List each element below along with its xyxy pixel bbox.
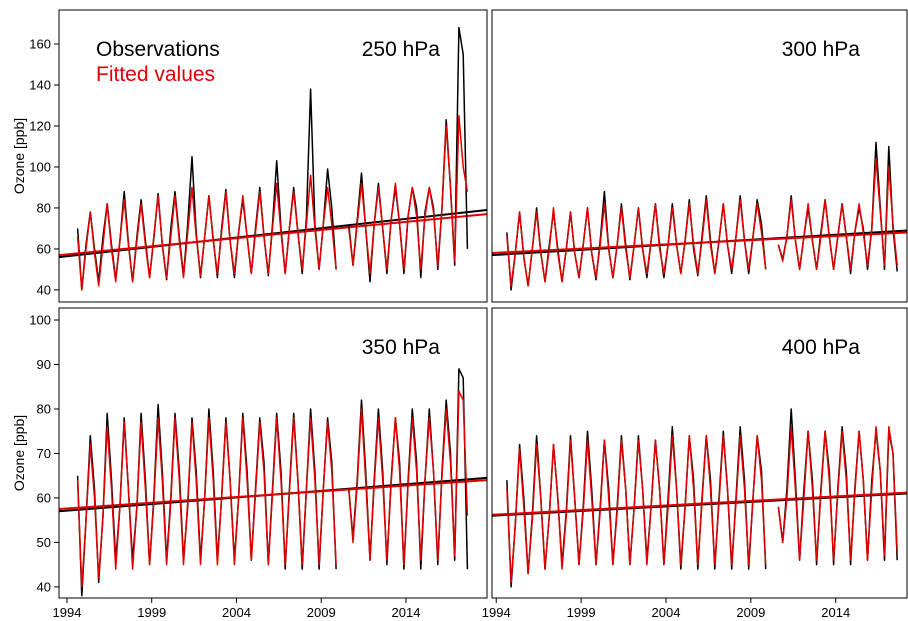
panel-title: 350 hPa bbox=[362, 336, 441, 359]
panel: 40 50 60 70 80 90 100 1994 1999 2004 2009 2014 Ozone… bbox=[11, 307, 488, 620]
panel: 40 60 80 100 120 140 160 Ozone [ppb] 250 hPa Obse… bbox=[11, 9, 488, 303]
panel-title: 400 hPa bbox=[782, 336, 861, 359]
panel-title: 250 hPa bbox=[362, 38, 441, 61]
series-line bbox=[506, 158, 898, 287]
panel-frame bbox=[491, 307, 908, 599]
plot-area bbox=[59, 26, 487, 291]
plot-area bbox=[492, 141, 907, 291]
x-tick-label: 1999 bbox=[567, 605, 596, 620]
y-tick-label: 40 bbox=[37, 282, 51, 297]
y-tick-label: 90 bbox=[37, 357, 51, 372]
y-axis-label: Ozone [ppb] bbox=[11, 415, 27, 491]
series-line bbox=[506, 426, 898, 584]
y-tick-label: 70 bbox=[37, 446, 51, 461]
series-line bbox=[76, 390, 469, 588]
y-tick-label: 60 bbox=[37, 490, 51, 505]
legend-entry: Observations bbox=[96, 38, 220, 61]
y-tick-label: 120 bbox=[29, 118, 51, 133]
x-tick-label: 1994 bbox=[53, 605, 82, 620]
plot-area bbox=[492, 408, 907, 588]
y-tick-label: 80 bbox=[37, 401, 51, 416]
x-tick-label: 1994 bbox=[482, 605, 511, 620]
series-line bbox=[76, 114, 469, 291]
trend-line bbox=[59, 213, 487, 257]
x-tick-label: 2014 bbox=[821, 605, 850, 620]
panel-frame bbox=[58, 9, 488, 303]
x-tick-label: 2009 bbox=[736, 605, 765, 620]
y-tick-label: 50 bbox=[37, 535, 51, 550]
legend-entry: Fitted values bbox=[96, 63, 215, 86]
x-tick-label: 2014 bbox=[392, 605, 421, 620]
panel: 300 hPa bbox=[491, 9, 908, 303]
y-axis-label: Ozone [ppb] bbox=[11, 118, 27, 194]
x-tick-label: 2004 bbox=[652, 605, 681, 620]
y-tick-label: 40 bbox=[37, 579, 51, 594]
x-tick-label: 1999 bbox=[137, 605, 166, 620]
y-tick-label: 140 bbox=[29, 77, 51, 92]
plot-area bbox=[59, 368, 487, 597]
panel-title: 300 hPa bbox=[782, 38, 861, 61]
y-tick-label: 100 bbox=[29, 313, 51, 328]
y-tick-label: 80 bbox=[37, 200, 51, 215]
y-tick-label: 100 bbox=[29, 159, 51, 174]
trend-line bbox=[492, 491, 907, 516]
y-tick-label: 160 bbox=[29, 37, 51, 52]
series-line bbox=[506, 141, 898, 291]
panel-frame bbox=[491, 9, 908, 303]
panel: 1994 1999 2004 2009 2014 400 hPa bbox=[482, 307, 908, 620]
trend-line bbox=[492, 231, 907, 254]
x-tick-label: 2009 bbox=[307, 605, 336, 620]
y-tick-label: 60 bbox=[37, 241, 51, 256]
x-tick-label: 2004 bbox=[222, 605, 251, 620]
